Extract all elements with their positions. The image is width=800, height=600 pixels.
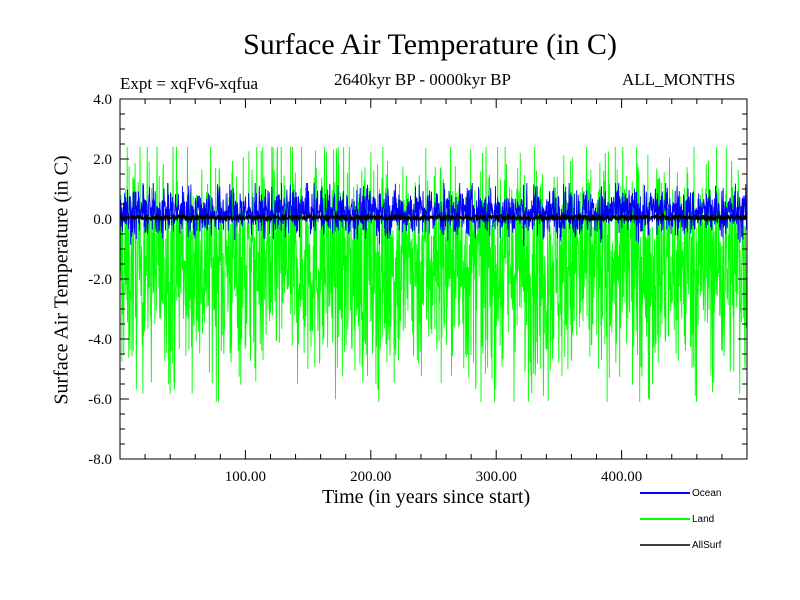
x-tick-label: 100.00	[225, 469, 266, 485]
y-tick-label: 0.0	[93, 212, 112, 228]
legend-label-allsurf: AllSurf	[692, 540, 722, 551]
series-layer	[120, 146, 747, 403]
ticks-layer: 4.0 2.0 0.0 -2.0 -4.0 -6.0 -8.0 100.00 200.00 300…	[88, 92, 747, 485]
y-tick-label: 4.0	[93, 92, 112, 108]
x-tick-label: 300.00	[476, 469, 517, 485]
y-tick-label: -2.0	[88, 272, 112, 288]
x-axis-label: Time (in years since start)	[322, 486, 531, 508]
chart-title: Surface Air Temperature (in C)	[243, 28, 617, 61]
x-tick-label: 200.00	[350, 469, 391, 485]
y-tick-label: 2.0	[93, 152, 112, 168]
months-label: ALL_MONTHS	[622, 70, 736, 89]
legend-label-land: Land	[692, 514, 714, 525]
legend: Ocean Land AllSurf	[640, 488, 722, 551]
series-line-allsurf	[120, 212, 747, 223]
y-tick-label: -6.0	[88, 392, 112, 408]
period-label: 2640kyr BP - 0000kyr BP	[334, 70, 511, 89]
legend-label-ocean: Ocean	[692, 488, 721, 499]
x-tick-label: 400.00	[601, 469, 642, 485]
y-tick-label: -4.0	[88, 332, 112, 348]
y-tick-label: -8.0	[88, 452, 112, 468]
series-line-land	[120, 146, 747, 403]
experiment-label: Expt = xqFv6-xqfua	[120, 74, 259, 93]
